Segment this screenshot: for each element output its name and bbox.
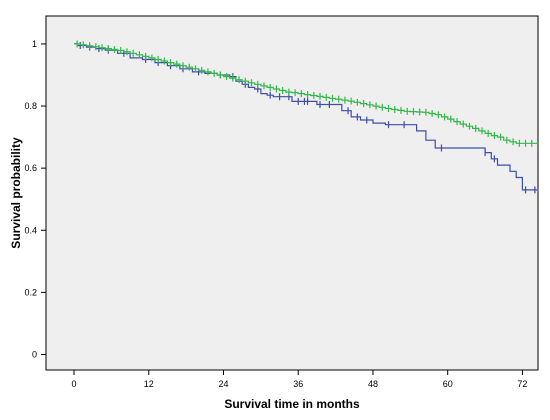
y-tick-label: 0.2 <box>24 287 37 297</box>
plot-area <box>45 15 539 371</box>
y-tick-label: 0 <box>32 349 37 359</box>
y-tick-label: 0.8 <box>24 101 37 111</box>
y-tick-label: 0.6 <box>24 163 37 173</box>
x-axis-title: Survival time in months <box>224 397 360 411</box>
y-axis-title: Survival probability <box>9 137 23 249</box>
series-layer <box>74 40 539 194</box>
series-2 <box>74 40 538 147</box>
x-axis-ticks: 0 12 24 36 48 60 72 <box>72 370 527 389</box>
x-tick-label: 24 <box>218 379 228 389</box>
x-tick-label: 0 <box>72 379 77 389</box>
x-tick-label: 72 <box>517 379 527 389</box>
x-tick-label: 60 <box>443 379 453 389</box>
x-tick-label: 48 <box>368 379 378 389</box>
y-axis-ticks: 0 0.2 0.4 0.6 0.8 1 <box>24 39 46 359</box>
x-tick-label: 36 <box>293 379 303 389</box>
y-tick-label: 0.4 <box>24 225 37 235</box>
y-tick-label: 1 <box>32 39 37 49</box>
x-tick-label: 12 <box>144 379 154 389</box>
survival-curve <box>74 43 539 192</box>
